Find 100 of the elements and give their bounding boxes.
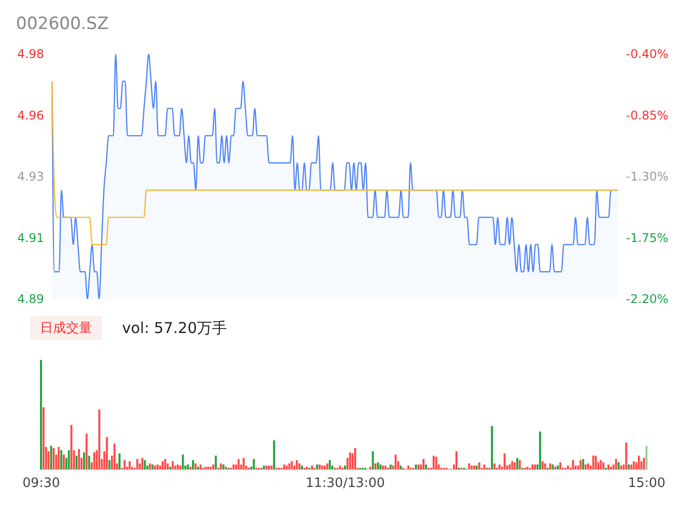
bar — [508, 464, 511, 470]
bar — [58, 446, 60, 470]
bar — [372, 451, 374, 470]
bar — [490, 426, 493, 470]
bar — [592, 456, 594, 470]
bar — [52, 448, 55, 470]
y-tick-label: 4.89 — [17, 292, 44, 306]
bar — [493, 463, 496, 470]
bar — [470, 466, 473, 470]
bar — [192, 460, 194, 470]
bar — [204, 466, 207, 470]
bar — [435, 456, 438, 470]
bar — [600, 460, 602, 470]
bar — [200, 464, 202, 470]
bar — [516, 458, 518, 470]
bar — [514, 462, 516, 470]
bar — [630, 464, 632, 470]
bar — [572, 460, 574, 470]
bar — [316, 464, 318, 470]
bar — [321, 466, 324, 470]
bar — [531, 464, 534, 470]
bar — [62, 454, 65, 470]
bar — [628, 464, 630, 470]
x-tick-label: 09:30 — [22, 476, 60, 492]
x-tick-label: 11:30/13:00 — [306, 476, 385, 492]
bar — [468, 463, 470, 470]
y2-tick-label: -0.40% — [626, 47, 668, 61]
bar — [300, 466, 303, 470]
text: 日成交量 — [30, 316, 102, 340]
bar — [106, 437, 108, 470]
bar — [238, 459, 240, 470]
bar — [214, 456, 217, 470]
bar — [118, 454, 121, 470]
bar — [504, 454, 506, 470]
bar — [86, 434, 88, 470]
bar — [554, 466, 556, 470]
bar — [645, 446, 648, 470]
bar — [207, 466, 210, 470]
bar — [268, 466, 270, 470]
bar — [615, 459, 618, 470]
bar — [384, 466, 387, 470]
bar — [432, 456, 435, 470]
bar — [296, 460, 298, 470]
bar — [164, 459, 166, 470]
bar — [220, 463, 222, 470]
bar — [476, 466, 478, 470]
bar — [354, 448, 356, 470]
bar — [141, 458, 144, 470]
bar — [566, 466, 569, 470]
bar — [582, 459, 584, 470]
bar — [518, 460, 521, 470]
bar — [151, 464, 154, 470]
bar — [212, 464, 214, 470]
bar — [88, 456, 90, 470]
y-tick-label: 4.98 — [17, 47, 44, 61]
bar — [210, 466, 212, 470]
bar — [455, 451, 458, 470]
text: vol: 57.20万手 — [122, 318, 227, 338]
bar — [128, 461, 131, 470]
bar — [526, 466, 528, 470]
bar — [610, 466, 612, 470]
bar — [425, 464, 428, 470]
bar — [75, 456, 78, 470]
bar — [338, 466, 341, 470]
bar — [328, 460, 331, 470]
line-series — [51, 80, 619, 246]
bar — [556, 466, 559, 470]
bar — [587, 463, 590, 470]
bar — [70, 424, 72, 470]
bar — [594, 456, 597, 470]
y2-tick-label: -2.20% — [626, 292, 668, 306]
bar — [625, 442, 628, 470]
bar — [172, 461, 174, 470]
bar — [324, 466, 326, 470]
bar — [224, 466, 227, 470]
bar — [483, 464, 486, 470]
bar — [580, 460, 582, 470]
bar — [262, 466, 265, 470]
bar — [232, 464, 235, 470]
bar — [273, 440, 276, 470]
bar — [422, 459, 425, 470]
bar — [390, 464, 392, 470]
bar — [286, 466, 288, 470]
bar — [414, 464, 417, 470]
bar — [169, 466, 172, 470]
bar — [607, 464, 610, 470]
bar — [349, 452, 352, 470]
bar — [344, 466, 346, 470]
bar — [602, 462, 604, 470]
bar — [288, 463, 290, 470]
bar — [197, 466, 200, 470]
bar — [511, 461, 514, 470]
bar — [136, 459, 138, 470]
bar — [382, 466, 384, 470]
bar — [182, 454, 184, 470]
bar — [60, 450, 62, 470]
y-tick-label: 4.96 — [17, 108, 44, 122]
y2-tick-label: -0.85% — [626, 108, 668, 122]
bar — [166, 463, 169, 470]
bar — [407, 466, 410, 470]
